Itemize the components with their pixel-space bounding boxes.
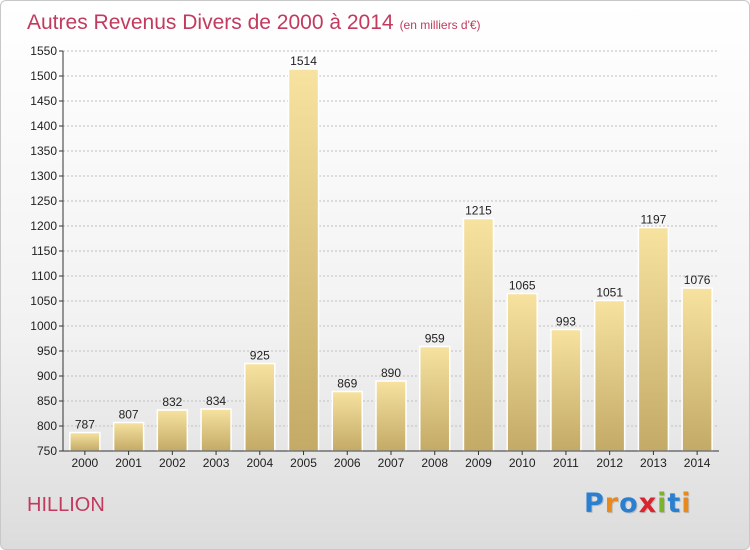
x-tick-label-2012: 2012: [596, 456, 623, 470]
title-text: Autres Revenus Divers de 2000 à 2014: [27, 11, 394, 34]
bar-2014: [681, 287, 713, 452]
y-tick-label: 1400: [30, 119, 57, 133]
labels: 750 800 850 900 950 1000 1050 1100 1150 1200 1250 1…: [30, 44, 711, 470]
logo-letter: i: [681, 488, 692, 519]
y-tick-label: 1300: [30, 169, 57, 183]
value-label-2010: 1065: [509, 279, 536, 293]
bar-2004: [244, 362, 276, 452]
value-label-2002: 832: [162, 395, 182, 409]
value-label-2004: 925: [250, 349, 270, 363]
value-label-2011: 993: [556, 315, 576, 329]
value-label-2012: 1051: [596, 286, 623, 300]
value-label-2001: 807: [119, 408, 139, 422]
bar-2001: [112, 421, 145, 452]
y-tick-label: 850: [37, 394, 57, 408]
x-tick-label-2008: 2008: [421, 456, 448, 470]
bar-2002: [156, 409, 189, 452]
y-tick-label: 750: [37, 444, 57, 458]
bar-2008: [418, 345, 451, 452]
bar-2013: [637, 226, 670, 452]
y-tick-label: 1500: [30, 69, 57, 83]
chart-subtitle: (en milliers d'€): [399, 18, 481, 32]
value-label-2013: 1197: [640, 213, 666, 227]
logo-letter: o: [619, 488, 639, 519]
y-tick-label: 950: [37, 344, 57, 358]
bar-2000: [69, 431, 101, 452]
bar-2005: [287, 68, 320, 452]
value-label-2007: 890: [381, 366, 401, 380]
bar-2003: [200, 408, 232, 452]
logo-letter: r: [604, 488, 620, 519]
logo-letter: t: [667, 488, 682, 519]
x-tick-label-2013: 2013: [640, 456, 667, 470]
axes: [59, 50, 719, 455]
value-label-2005: 1514: [290, 54, 317, 68]
value-label-2014: 1076: [684, 273, 711, 287]
x-tick-label-2006: 2006: [334, 456, 361, 470]
bar-2006: [331, 390, 364, 452]
logo-letter: x: [638, 488, 658, 519]
x-tick-label-2001: 2001: [115, 456, 142, 470]
value-label-2000: 787: [75, 418, 95, 432]
value-label-2009: 1215: [465, 204, 492, 218]
x-tick-label-2005: 2005: [290, 456, 317, 470]
y-tick-label: 1550: [30, 44, 57, 58]
value-label-2003: 834: [206, 394, 226, 408]
value-label-2008: 959: [425, 332, 445, 346]
bar-2012: [593, 299, 626, 452]
x-tick-label-2004: 2004: [246, 456, 273, 470]
x-tick-label-2003: 2003: [203, 456, 230, 470]
y-tick-label: 1100: [31, 269, 57, 283]
x-tick-label-2010: 2010: [509, 456, 536, 470]
bar-2011: [550, 328, 582, 452]
x-tick-label-2009: 2009: [465, 456, 492, 470]
x-tick-label-2007: 2007: [378, 456, 405, 470]
y-tick-label: 1050: [30, 294, 57, 308]
y-tick-label: 1250: [30, 194, 57, 208]
chart-title: Autres Revenus Divers de 2000 à 2014 (en …: [27, 11, 481, 35]
bar-2009: [462, 217, 495, 452]
x-tick-label-2014: 2014: [684, 456, 711, 470]
y-tick-label: 900: [37, 369, 57, 383]
place-name: HILLION: [27, 494, 105, 516]
bar-2010: [506, 292, 538, 452]
y-tick-label: 1150: [31, 244, 57, 258]
y-tick-label: 1450: [30, 94, 57, 108]
value-label-2006: 869: [337, 377, 357, 391]
proxiti-logo[interactable]: Proxiti: [584, 488, 692, 519]
x-tick-label-2002: 2002: [159, 456, 186, 470]
x-tick-label-2011: 2011: [553, 456, 579, 470]
y-tick-label: 800: [37, 419, 57, 433]
y-tick-label: 1000: [30, 319, 57, 333]
logo-letter: P: [584, 488, 605, 519]
logo-letter: i: [657, 488, 668, 519]
bar-2007: [375, 380, 407, 452]
x-tick-label-2000: 2000: [72, 456, 99, 470]
y-tick-label: 1200: [30, 219, 57, 233]
y-tick-label: 1350: [30, 144, 57, 158]
